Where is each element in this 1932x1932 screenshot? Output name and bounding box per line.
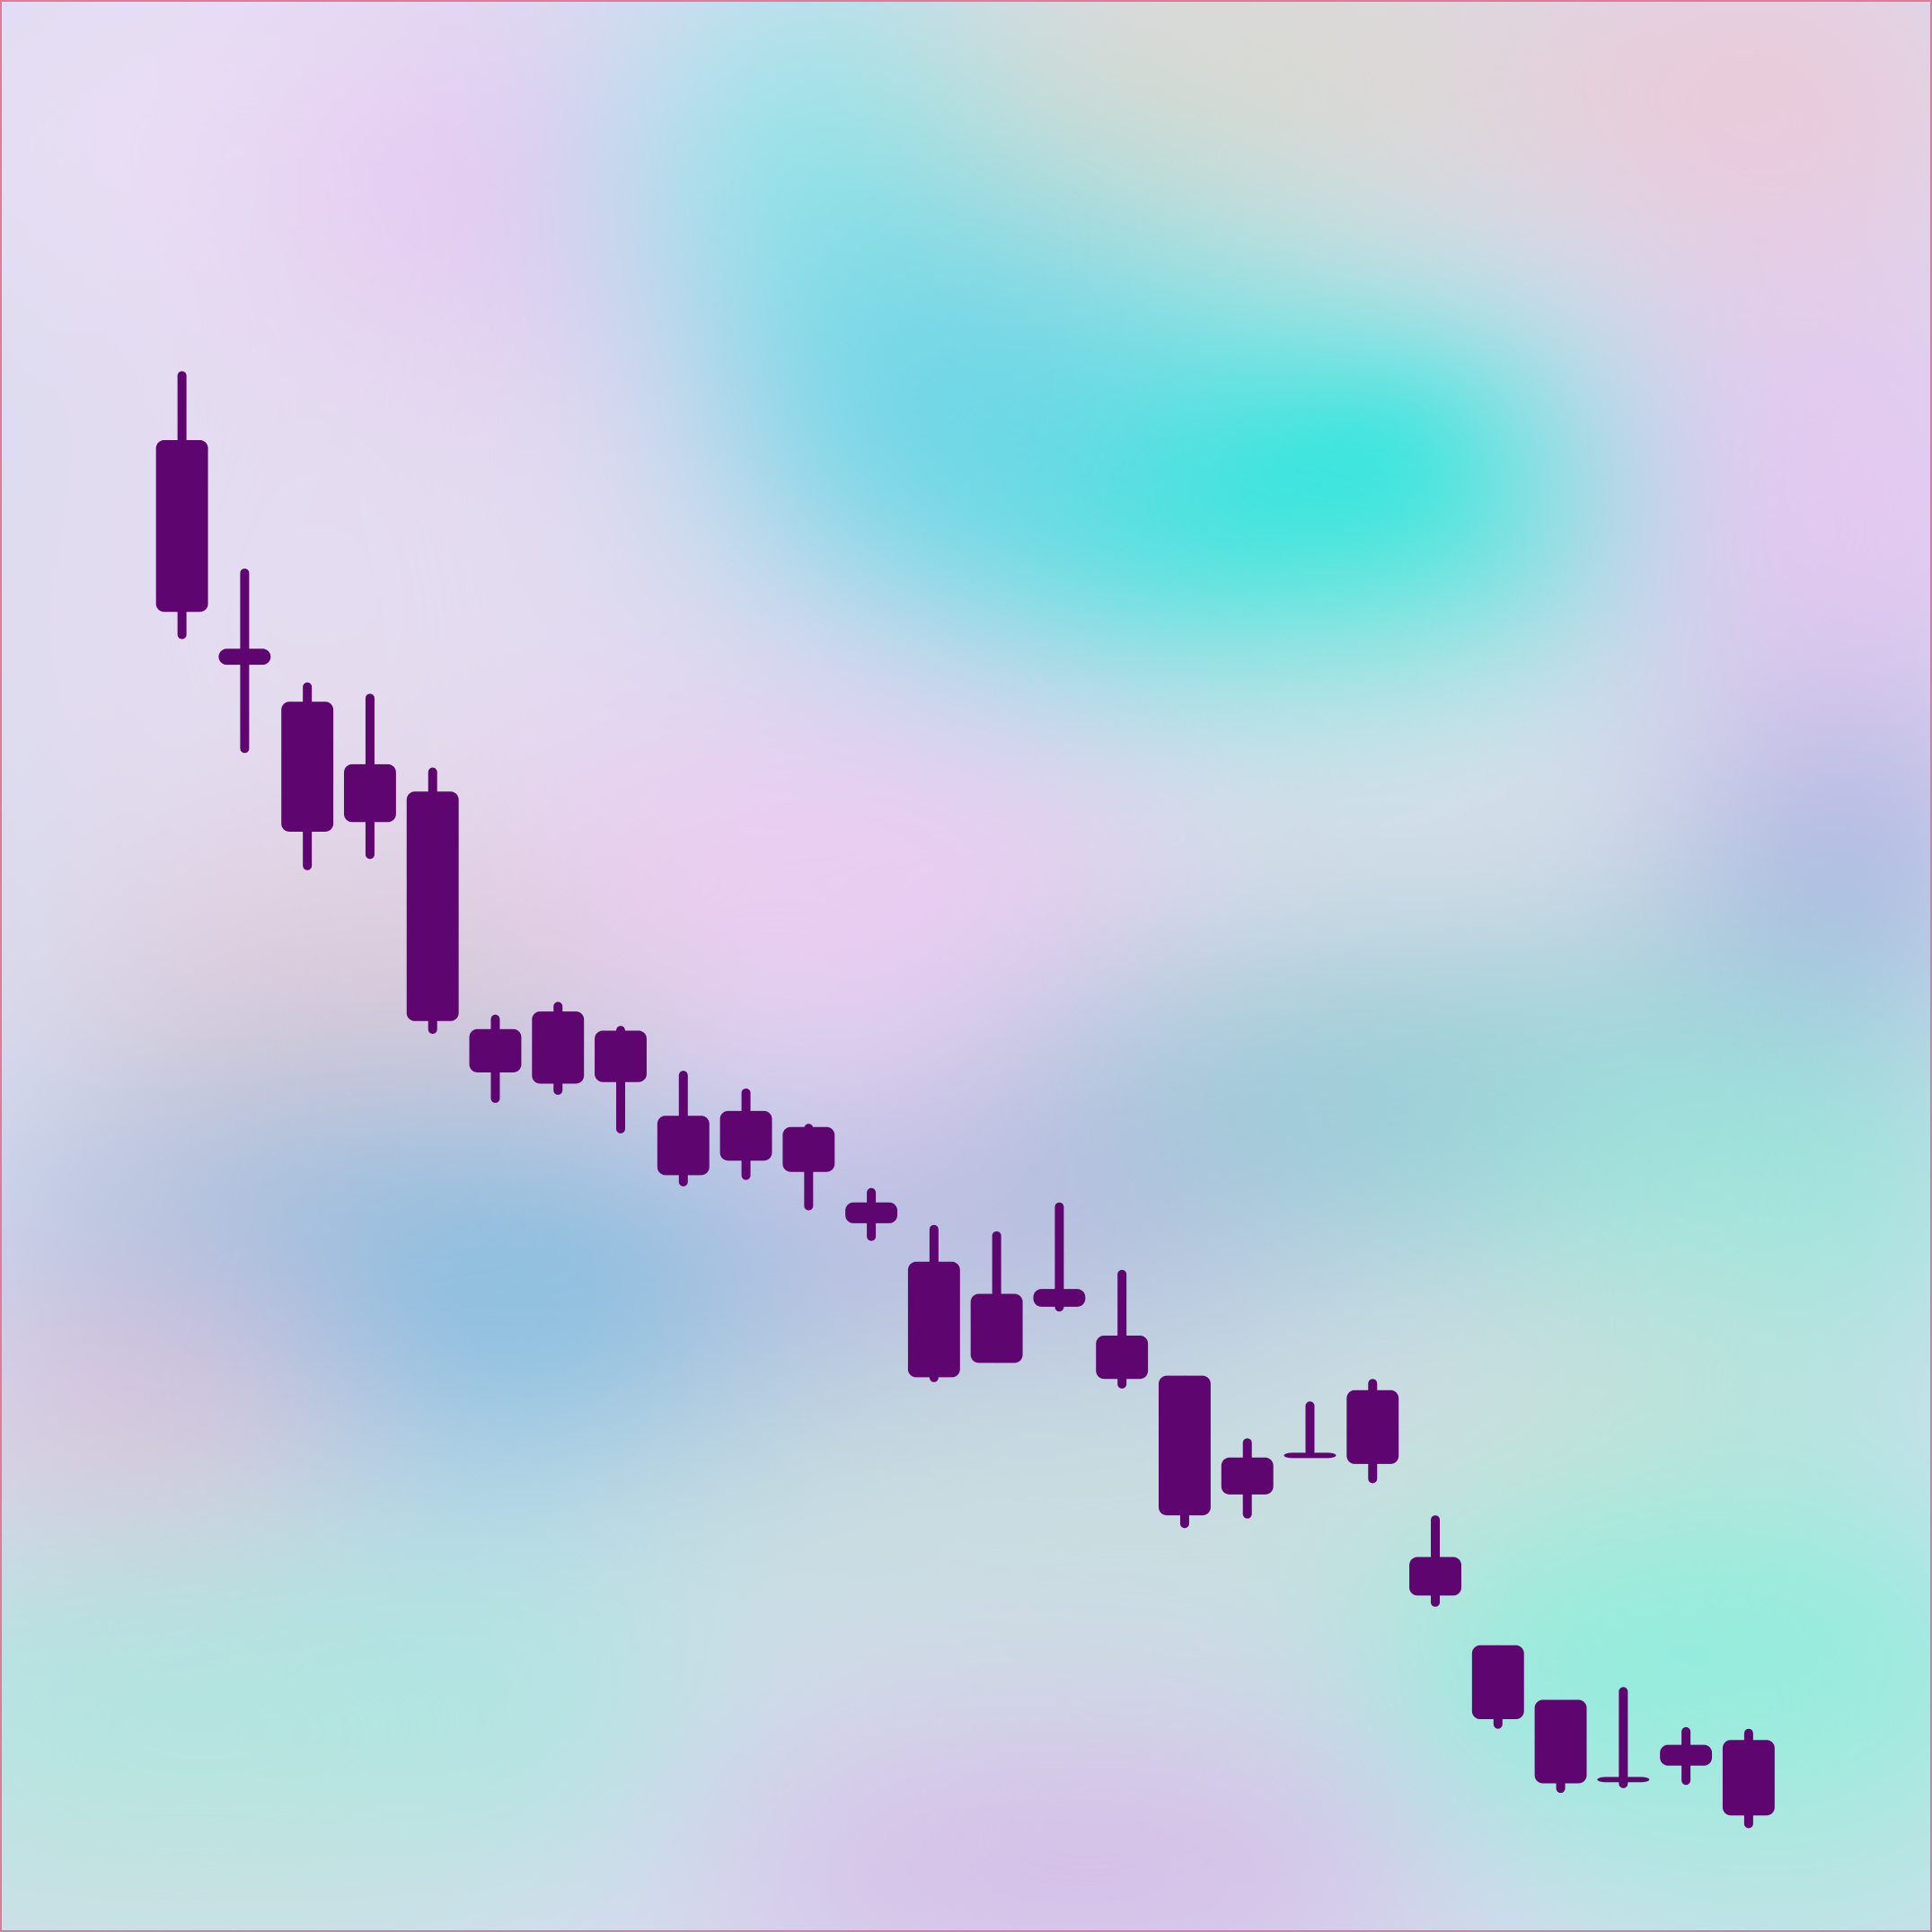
- candle-body: [1409, 1557, 1461, 1596]
- candle: [595, 1026, 647, 1134]
- candle: [343, 693, 396, 860]
- candle-body: [469, 1028, 522, 1072]
- candle-body: [595, 1030, 647, 1082]
- candle: [1221, 1438, 1274, 1519]
- candle: [970, 1231, 1023, 1363]
- candle-body: [343, 763, 396, 823]
- candle: [657, 1071, 710, 1187]
- candle: [1033, 1202, 1086, 1312]
- candle-wick: [1054, 1202, 1064, 1312]
- candle: [1722, 1728, 1775, 1829]
- candle: [1660, 1726, 1713, 1786]
- candle: [155, 371, 208, 640]
- candle: [1534, 1699, 1587, 1794]
- candle-wick: [1619, 1687, 1628, 1788]
- candle: [782, 1124, 835, 1211]
- candle-body: [1346, 1389, 1399, 1464]
- candle: [532, 1001, 585, 1095]
- candle: [1471, 1645, 1524, 1729]
- candle: [281, 682, 334, 870]
- candle: [719, 1088, 772, 1180]
- candle: [1284, 1401, 1337, 1459]
- candle-body: [970, 1293, 1023, 1363]
- candle-body: [1534, 1699, 1587, 1784]
- candle-body: [1660, 1744, 1713, 1766]
- candle-body: [657, 1116, 710, 1176]
- candle-body: [406, 791, 459, 1021]
- candle-body: [218, 648, 271, 666]
- candle: [218, 568, 271, 754]
- candle-body: [1284, 1452, 1337, 1459]
- candle: [406, 767, 459, 1035]
- candle-body: [1471, 1645, 1524, 1719]
- candle-body: [1722, 1740, 1775, 1816]
- candle: [845, 1187, 898, 1241]
- candle-body: [845, 1202, 898, 1223]
- candle-body: [1096, 1335, 1149, 1380]
- candle: [1409, 1515, 1461, 1607]
- candle: [1159, 1375, 1211, 1529]
- candle-body: [719, 1110, 772, 1161]
- candle-body: [532, 1011, 585, 1084]
- candle-body: [1159, 1375, 1211, 1516]
- candle-body: [907, 1261, 960, 1378]
- candle: [907, 1224, 960, 1382]
- candle: [1597, 1687, 1650, 1788]
- candle-body: [1597, 1777, 1650, 1783]
- candle: [1346, 1379, 1399, 1484]
- candle: [469, 1014, 522, 1103]
- candle-body: [281, 701, 334, 832]
- candle: [1096, 1269, 1149, 1389]
- candle-body: [782, 1126, 835, 1172]
- candle-body: [1033, 1289, 1086, 1307]
- candle-body: [155, 440, 208, 613]
- candle-wick: [1305, 1401, 1315, 1456]
- candle-body: [1221, 1457, 1274, 1495]
